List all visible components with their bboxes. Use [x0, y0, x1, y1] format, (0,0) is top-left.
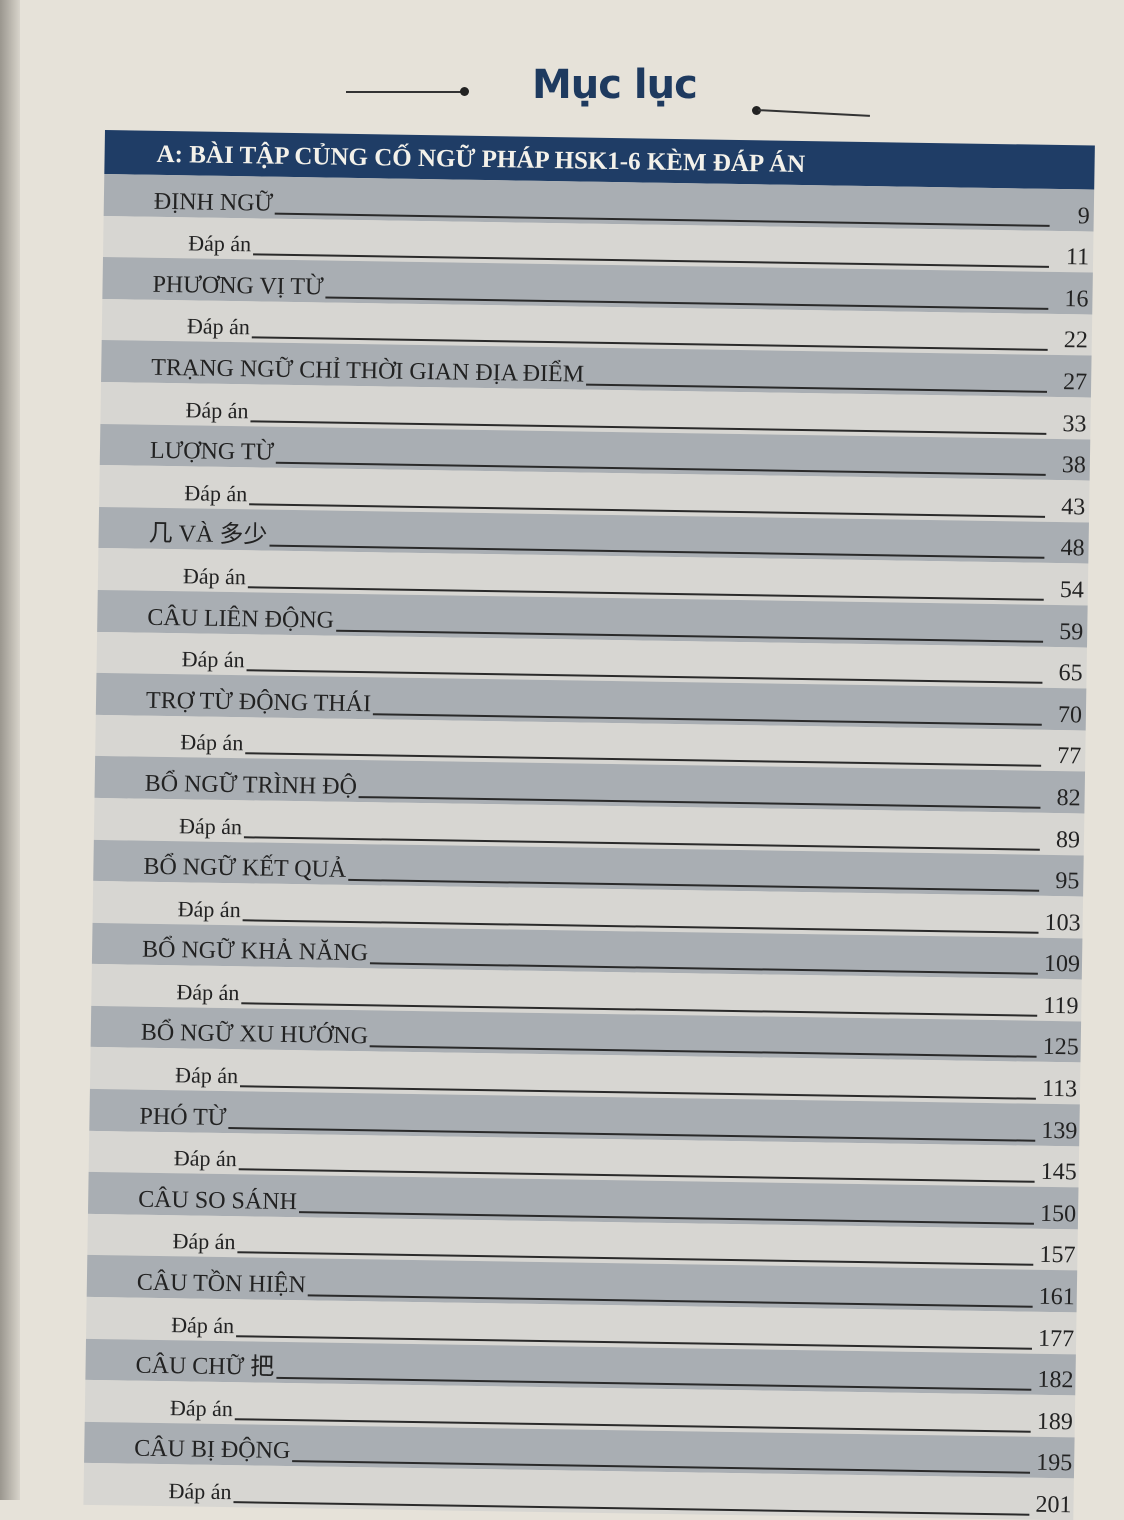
- page-number: 177: [1037, 1325, 1075, 1352]
- page-number: 89: [1055, 826, 1081, 853]
- page-number: 77: [1057, 743, 1082, 770]
- title-divider-right: [758, 109, 870, 117]
- page-title: Mục lục: [532, 62, 698, 108]
- entry-label: Đáp án: [168, 1478, 232, 1505]
- page-number: 22: [1063, 327, 1089, 354]
- title-block: Mục lục: [0, 58, 1124, 128]
- entry-label: PHÓ TỪ: [139, 1103, 227, 1131]
- page-number: 103: [1044, 909, 1081, 937]
- dot-leader: [233, 1501, 1030, 1516]
- entry-label: Đáp án: [171, 1311, 235, 1338]
- entry-label: Đáp án: [177, 895, 241, 922]
- entry-label: Đáp án: [188, 230, 252, 257]
- title-dot-right: [752, 106, 761, 115]
- page-number: 9: [1077, 202, 1090, 230]
- page-number: 201: [1035, 1491, 1072, 1519]
- entry-label: Đáp án: [181, 646, 245, 673]
- page-number: 109: [1043, 951, 1081, 978]
- entry-label: Đáp án: [173, 1145, 237, 1172]
- entry-label: BỔ NGỮ XU HƯỚNG: [140, 1020, 369, 1050]
- page-number: 59: [1059, 618, 1084, 645]
- entry-label: Đáp án: [174, 1062, 239, 1089]
- page-number: 38: [1061, 452, 1087, 479]
- entry-label: TRỢ TỪ ĐỘNG THÁI: [145, 687, 372, 717]
- page-number: 33: [1062, 410, 1087, 438]
- page-number: 70: [1057, 701, 1083, 729]
- page-edge: [0, 0, 20, 1500]
- page-number: 157: [1039, 1242, 1076, 1269]
- page-number: 11: [1065, 244, 1090, 271]
- page-number: 82: [1056, 784, 1081, 812]
- page-number: 139: [1041, 1117, 1078, 1145]
- entry-label: BỔ NGỮ KẾT QUẢ: [143, 853, 347, 883]
- entry-label: CÂU TỒN HIỆN: [136, 1269, 306, 1299]
- page-number: 95: [1055, 868, 1080, 895]
- page-number: 195: [1035, 1450, 1073, 1477]
- page-number: 43: [1060, 493, 1086, 521]
- entry-label: Đáp án: [185, 396, 249, 423]
- page-number: 189: [1036, 1408, 1074, 1436]
- entry-label: Đáp án: [184, 480, 248, 507]
- entry-label: BỔ NGỮ KHẢ NĂNG: [141, 936, 369, 967]
- page-number: 48: [1060, 535, 1085, 562]
- entry-label: Đáp án: [169, 1394, 234, 1421]
- entry-label: PHƯƠNG VỊ TỪ: [152, 271, 324, 301]
- page-number: 182: [1037, 1367, 1074, 1394]
- page-number: 113: [1041, 1075, 1078, 1103]
- entry-label: Đáp án: [172, 1228, 236, 1255]
- entry-label: ĐỊNH NGỮ: [153, 188, 274, 217]
- entry-label: Đáp án: [182, 563, 247, 590]
- entry-label: CÂU SO SÁNH: [138, 1186, 298, 1215]
- page-number: 54: [1059, 576, 1085, 604]
- entry-label: Đáp án: [186, 313, 251, 340]
- entry-label: Đáp án: [176, 979, 240, 1006]
- page-number: 65: [1058, 660, 1083, 687]
- table-of-contents: A: BÀI TẬP CỦNG CỐ NGỮ PHÁP HSK1-6 KÈM Đ…: [83, 130, 1095, 1520]
- entry-label: CÂU BỊ ĐỘNG: [134, 1436, 291, 1465]
- page-number: 27: [1062, 369, 1088, 396]
- page-number: 119: [1043, 992, 1079, 1020]
- title-divider-left: [346, 91, 464, 93]
- title-dot-left: [460, 87, 469, 96]
- entry-label: BỔ NGỮ TRÌNH ĐỘ: [144, 770, 358, 800]
- entry-label: CÂU LIÊN ĐỘNG: [147, 604, 335, 634]
- entry-label: CÂU CHỮ 把: [135, 1352, 275, 1382]
- page-number: 16: [1064, 285, 1089, 313]
- page-number: 125: [1042, 1034, 1079, 1061]
- page-number: 145: [1040, 1159, 1077, 1186]
- entry-label: LƯỢNG TỪ: [149, 437, 275, 466]
- entry-label: Đáp án: [180, 729, 244, 756]
- entry-label: Đáp án: [178, 812, 243, 839]
- entry-label: 几 VÀ 多少: [148, 521, 268, 549]
- page-number: 161: [1038, 1283, 1075, 1311]
- page-number: 150: [1039, 1200, 1077, 1228]
